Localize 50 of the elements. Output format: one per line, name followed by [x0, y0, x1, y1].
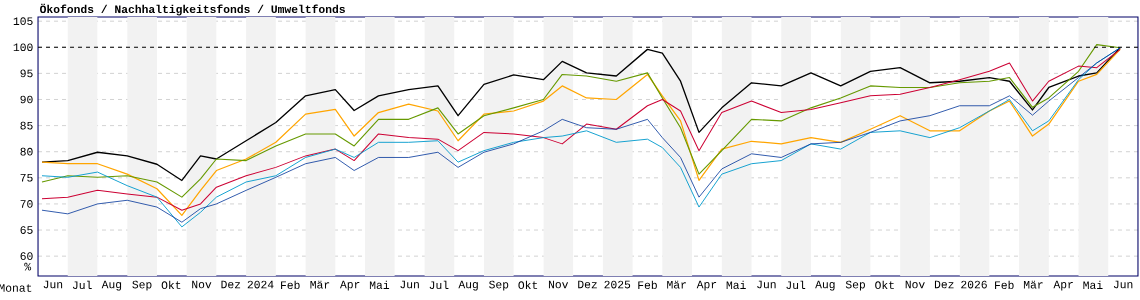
- x-tick-label: Okt: [875, 280, 894, 290]
- y-tick-label: 70: [20, 200, 33, 208]
- x-tick-label: Jun: [757, 280, 776, 289]
- x-tick-label: Jul: [72, 280, 92, 290]
- y-tick-label: 85: [20, 121, 33, 130]
- y-tick-label: 105: [13, 17, 33, 26]
- y-tick-label: 80: [20, 147, 33, 156]
- y-axis-title: %: [24, 262, 32, 271]
- x-tick-label: Apr: [1053, 280, 1073, 291]
- y-tick-label: 95: [20, 69, 33, 78]
- x-tick-label: Dez: [934, 280, 954, 289]
- x-tick-label: Nov: [905, 280, 925, 289]
- x-tick-label: 2026: [961, 280, 987, 289]
- x-tick-label: Apr: [696, 280, 717, 291]
- x-tick-label: Feb: [995, 280, 1014, 290]
- y-tick-label: 65: [20, 226, 33, 234]
- x-tick-label: 2025: [604, 280, 631, 289]
- x-tick-label: Aug: [101, 280, 122, 291]
- x-tick-label: Aug: [458, 280, 478, 291]
- x-tick-label: Jun: [43, 280, 63, 289]
- x-tick-label: Nov: [192, 280, 212, 289]
- x-tick-label: Okt: [161, 280, 181, 290]
- x-tick-label: Mai: [1083, 280, 1103, 290]
- x-tick-label: Sep: [489, 280, 509, 291]
- x-tick-label: Nov: [548, 280, 569, 289]
- x-tick-label: Jul: [429, 280, 449, 290]
- x-tick-label: Jul: [786, 280, 806, 290]
- x-tick-label: Feb: [638, 280, 657, 290]
- chart-title: Ökofonds / Nachhaltigkeitsfonds / Umweltfonds: [40, 3, 345, 16]
- x-tick-label: Mär: [310, 280, 330, 289]
- x-tick-label: Mär: [1023, 280, 1043, 289]
- x-tick-label: Mai: [369, 280, 390, 290]
- x-tick-label: Dez: [578, 280, 597, 289]
- x-tick-label: Sep: [132, 280, 152, 291]
- x-tick-label: Mai: [726, 280, 746, 290]
- y-tick-label: 90: [20, 95, 33, 104]
- x-tick-label: Okt: [518, 280, 538, 290]
- y-tick-label: 100: [13, 43, 33, 52]
- x-tick-label: 2024: [247, 280, 274, 289]
- x-tick-label: Mär: [667, 280, 686, 289]
- x-axis-title: Monat: [0, 284, 32, 292]
- x-tick-label: Jun: [400, 280, 419, 289]
- y-tick-label: 60: [20, 252, 33, 260]
- x-tick-label: Aug: [815, 280, 835, 291]
- x-tick-label: Dez: [221, 280, 241, 289]
- y-tick-label: 75: [20, 174, 33, 182]
- x-tick-label: Apr: [339, 280, 360, 291]
- x-tick-label: Jun: [1113, 280, 1133, 289]
- x-tick-label: Feb: [281, 280, 300, 290]
- x-tick-label: Sep: [845, 280, 865, 291]
